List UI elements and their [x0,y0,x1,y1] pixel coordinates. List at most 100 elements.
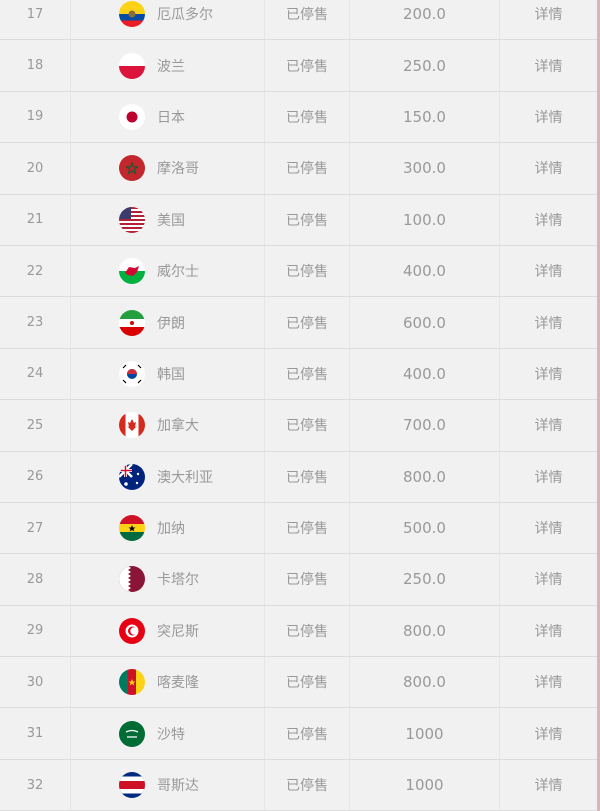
row-number: 27 [0,502,71,554]
row-number: 19 [0,91,71,143]
details-link[interactable]: 详情 [534,778,563,795]
odds-value: 300.0 [350,143,500,194]
team-name: 摩洛哥 [157,161,199,178]
team-cell: 哥斯达 [71,759,265,811]
table-row: 26 澳大利亚 已停售 800.0 详情 [0,451,597,503]
odds-value: 800.0 [350,605,500,657]
team-name: 日本 [157,109,185,126]
details-link[interactable]: 详情 [534,675,563,692]
morocco-flag-icon [119,155,145,182]
costa-rica-flag-icon [119,772,145,799]
row-number: 17 [0,0,71,40]
odds-value: 400.0 [350,245,500,297]
row-number: 26 [0,451,71,502]
team-cell: 卡塔尔 [71,554,265,605]
team-cell: 伊朗 [71,297,265,348]
odds-value: 800.0 [350,451,500,502]
row-number: 31 [0,708,71,759]
details-link[interactable]: 详情 [534,469,563,486]
team-name: 哥斯达 [157,778,199,795]
details-link[interactable]: 详情 [534,264,563,281]
odds-value: 250.0 [350,554,500,605]
details-link[interactable]: 详情 [534,315,563,332]
row-number: 22 [0,245,71,297]
table-row: 17 厄瓜多尔 已停售 200.0 详情 [0,0,597,41]
team-cell: 澳大利亚 [71,451,265,502]
odds-value: 700.0 [350,400,500,451]
iran-flag-icon [119,309,145,336]
tunisia-flag-icon [119,617,145,644]
row-number: 20 [0,143,71,194]
status: 已停售 [265,554,350,605]
qatar-flag-icon [119,566,145,593]
table-row: 22 威尔士 已停售 400.0 详情 [0,245,597,298]
status: 已停售 [265,91,350,143]
table-row: 32 哥斯达 已停售 1000 详情 [0,759,597,811]
ecuador-flag-icon [119,1,145,28]
team-name: 卡塔尔 [157,572,199,589]
table-row: 23 伊朗 已停售 600.0 详情 [0,297,597,349]
team-cell: 美国 [71,194,265,245]
status: 已停售 [265,759,350,811]
team-name: 喀麦隆 [157,675,199,692]
status: 已停售 [265,348,350,400]
details-link[interactable]: 详情 [534,58,563,75]
details-link[interactable]: 详情 [534,366,563,383]
team-name: 突尼斯 [157,623,199,640]
team-cell: 韩国 [71,348,265,400]
poland-flag-icon [119,52,145,79]
korea-flag-icon [119,360,145,387]
details-link[interactable]: 详情 [534,623,563,640]
team-name: 澳大利亚 [157,469,213,486]
table-row: 28 卡塔尔 已停售 250.0 详情 [0,554,597,606]
details-link[interactable]: 详情 [534,212,563,229]
usa-flag-icon [119,206,145,233]
row-number: 23 [0,297,71,348]
team-name: 厄瓜多尔 [157,7,213,24]
team-name: 加拿大 [157,418,199,435]
table-row: 21 美国 已停售 100.0 详情 [0,194,597,246]
odds-value: 1000 [350,759,500,811]
row-number: 18 [0,40,71,91]
team-name: 美国 [157,212,185,229]
team-cell: 加纳 [71,502,265,554]
status: 已停售 [265,0,350,40]
team-name: 波兰 [157,58,185,75]
team-cell: 沙特 [71,708,265,759]
status: 已停售 [265,605,350,657]
status: 已停售 [265,297,350,348]
details-link[interactable]: 详情 [534,726,563,743]
wales-flag-icon [119,258,145,285]
row-number: 24 [0,348,71,400]
table-row: 20 摩洛哥 已停售 300.0 详情 [0,143,597,195]
team-cell: 喀麦隆 [71,657,265,708]
row-number: 25 [0,400,71,451]
team-name: 加纳 [157,521,185,538]
table-row: 30 喀麦隆 已停售 800.0 详情 [0,657,597,709]
status: 已停售 [265,657,350,708]
details-link[interactable]: 详情 [534,572,563,589]
australia-flag-icon [119,463,145,490]
details-link[interactable]: 详情 [534,161,563,178]
details-link[interactable]: 详情 [534,521,563,538]
status: 已停售 [265,245,350,297]
table-row: 24 韩国 已停售 400.0 详情 [0,348,597,401]
team-cell: 厄瓜多尔 [71,0,265,40]
team-cell: 突尼斯 [71,605,265,657]
details-link[interactable]: 详情 [534,7,563,24]
row-number: 28 [0,554,71,605]
table-row: 19 日本 已停售 150.0 详情 [0,91,597,144]
canada-flag-icon [119,412,145,439]
table-row: 29 突尼斯 已停售 800.0 详情 [0,605,597,658]
scrollbar-edge [597,0,600,811]
team-name: 韩国 [157,366,185,383]
table-row: 18 波兰 已停售 250.0 详情 [0,40,597,92]
odds-value: 400.0 [350,348,500,400]
details-link[interactable]: 详情 [534,109,563,126]
row-number: 32 [0,759,71,811]
details-link[interactable]: 详情 [534,418,563,435]
odds-value: 150.0 [350,91,500,143]
odds-value: 200.0 [350,0,500,40]
ghana-flag-icon [119,515,145,542]
